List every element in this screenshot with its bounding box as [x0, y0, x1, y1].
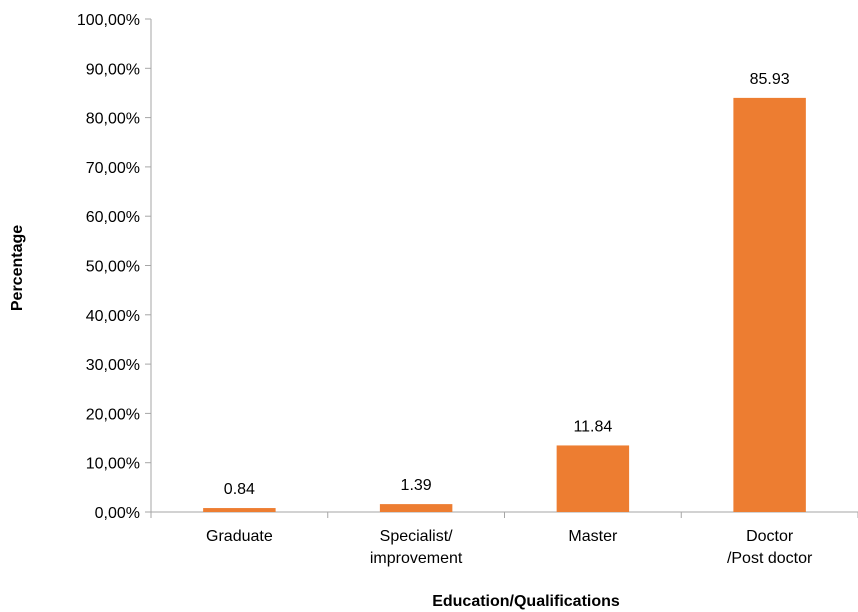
x-axis-title: Education/Qualifications	[432, 593, 620, 610]
y-tick-label: 60,00%	[86, 209, 140, 226]
y-tick-label: 90,00%	[86, 61, 140, 78]
bar	[379, 504, 453, 512]
bar-value-label: 85.93	[750, 71, 790, 88]
y-tick-label: 10,00%	[86, 456, 140, 473]
bar	[556, 445, 630, 512]
y-tick-label: 0,00%	[95, 505, 140, 522]
data-labels: 0.84 1.39 11.84 85.93	[224, 71, 790, 498]
x-tick-label: /Post doctor	[727, 550, 813, 567]
bars	[203, 97, 806, 512]
y-tick-label: 30,00%	[86, 357, 140, 374]
x-tick-label: Doctor	[746, 528, 794, 545]
x-tick-label: improvement	[370, 550, 463, 567]
y-tick-label: 50,00%	[86, 259, 140, 276]
bar-value-label: 1.39	[401, 477, 432, 494]
y-axis-title: Percentage	[9, 225, 26, 311]
y-tick-label: 20,00%	[86, 406, 140, 423]
x-tick-label: Master	[568, 528, 618, 545]
bar-value-label: 0.84	[224, 481, 255, 498]
y-tick-label: 100,00%	[77, 12, 140, 29]
x-axis: Graduate Specialist/improvement Master Doct…	[150, 511, 858, 567]
x-tick-label: Specialist/	[380, 528, 453, 545]
y-tick-label: 40,00%	[86, 308, 140, 325]
bar	[203, 508, 276, 512]
y-tick-label: 70,00%	[86, 160, 140, 177]
bar-value-label: 11.84	[573, 418, 612, 435]
x-tick-label: Graduate	[206, 528, 273, 545]
y-axis: 0,00% 10,00% 20,00% 30,00% 40,00% 50,00% 60,00…	[77, 12, 152, 522]
bar	[733, 97, 806, 512]
y-tick-label: 80,00%	[86, 111, 140, 128]
